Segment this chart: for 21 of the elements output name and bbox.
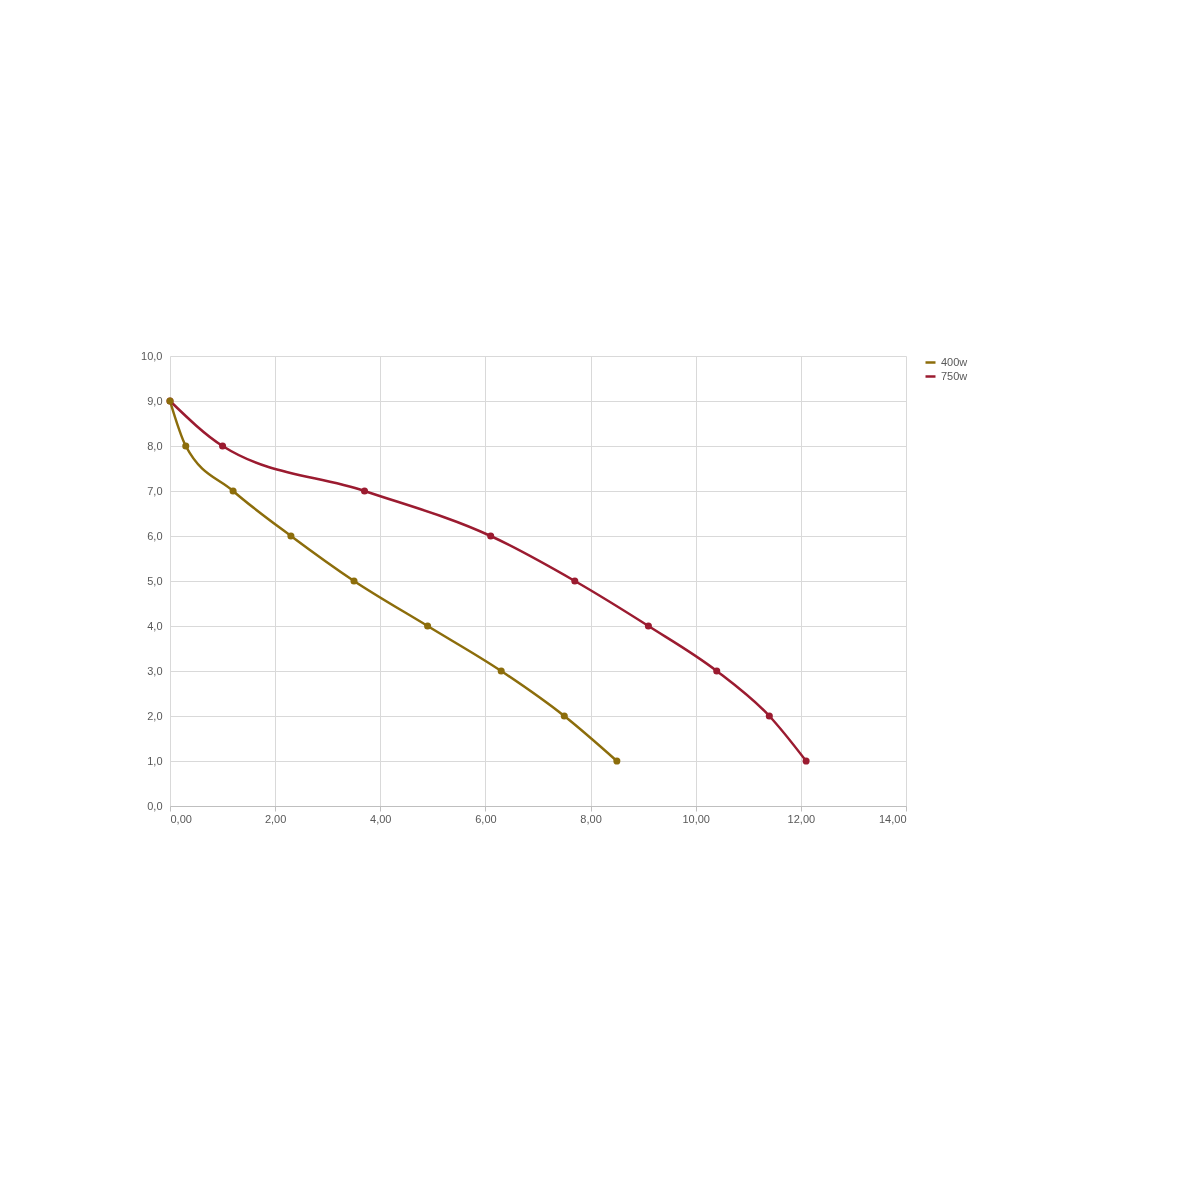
y-tick-label: 1,0 — [147, 754, 163, 767]
x-tick-label: 2,00 — [264, 812, 287, 825]
y-tick-label: 6,0 — [147, 529, 163, 542]
y-tick-label: 7,0 — [147, 484, 163, 497]
y-tick-label: 8,0 — [147, 439, 163, 452]
y-tick-label: 4,0 — [147, 619, 163, 632]
legend-label: 750w — [941, 369, 968, 382]
legend-label: 400w — [941, 355, 968, 368]
x-tick-label: 12,00 — [787, 812, 816, 825]
y-tick-label: 2,0 — [147, 709, 163, 722]
y-tick-label: 10,0 — [141, 349, 163, 362]
x-tick-label: 8,00 — [580, 812, 602, 825]
y-tick-label: 0,0 — [147, 799, 163, 812]
x-tick-label: 4,00 — [370, 812, 392, 825]
x-tick-label: 14,00 — [878, 812, 907, 825]
x-tick-label: 6,00 — [475, 812, 497, 825]
x-tick-label: 0,00 — [170, 812, 192, 825]
x-tick-label: 10,00 — [682, 812, 710, 825]
y-tick-label: 3,0 — [147, 664, 163, 677]
y-tick-label: 9,0 — [147, 394, 163, 407]
y-tick-label: 5,0 — [147, 574, 163, 587]
